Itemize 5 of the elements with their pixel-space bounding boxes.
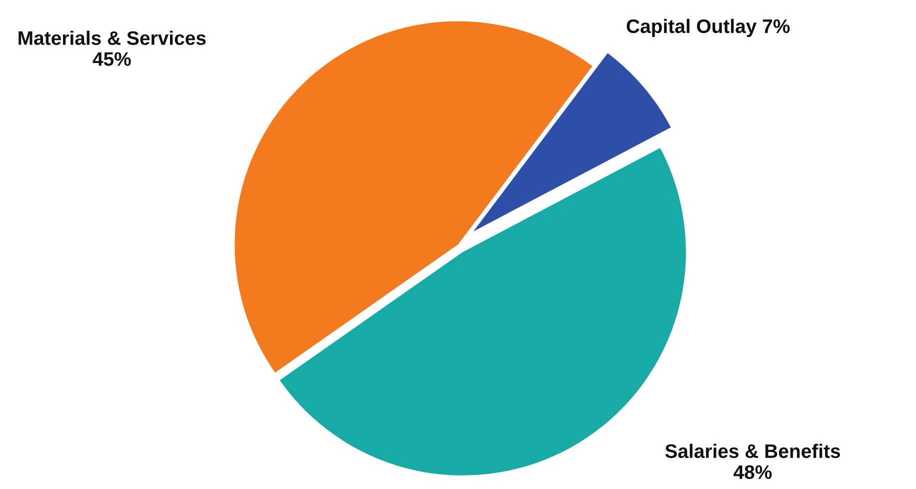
slice-label: Materials & Services [18, 30, 206, 45]
data-label: 45% [92, 52, 131, 66]
data-label: 48% [734, 465, 772, 480]
slice-label: Salaries & Benefits [665, 444, 840, 458]
slice-label: Capital Outlay 7% [626, 18, 790, 37]
